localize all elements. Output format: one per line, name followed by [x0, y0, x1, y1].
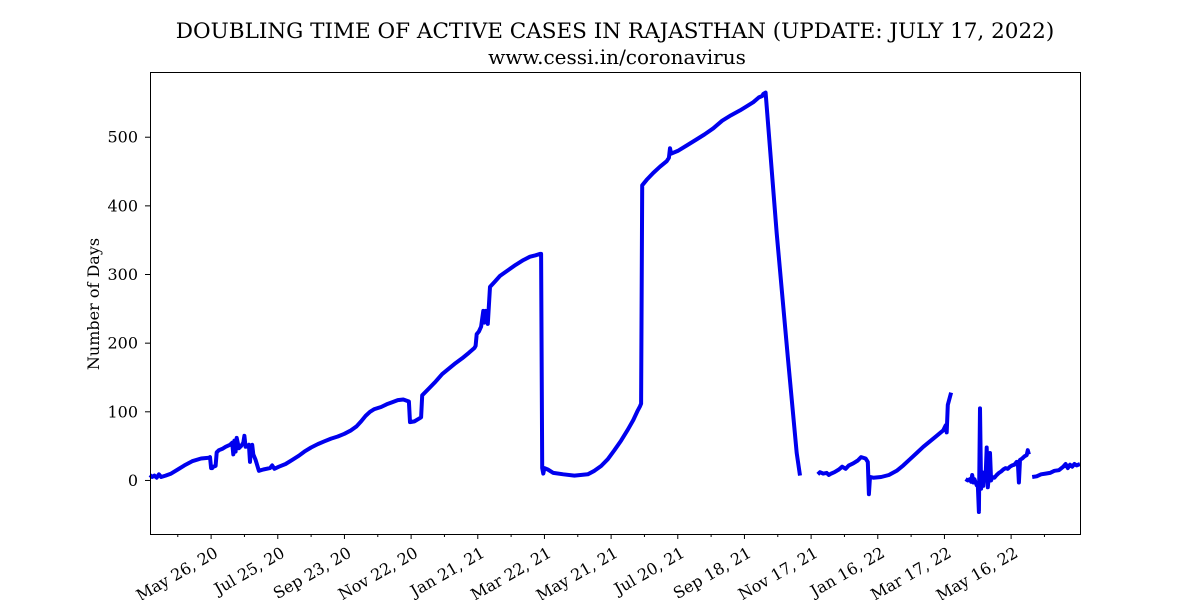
y-tick-label: 0 [128, 471, 138, 490]
y-tick-label: 300 [107, 265, 138, 284]
x-tick-label: May 26, 20 [133, 543, 221, 600]
series-line-segment [964, 406, 1031, 514]
series-line-segment [816, 392, 954, 497]
series-line-segment [148, 90, 802, 480]
plot-area [148, 90, 1081, 514]
chart-title: DOUBLING TIME OF ACTIVE CASES IN RAJASTH… [176, 19, 1054, 44]
chart-subtitle: www.cessi.in/coronavirus [488, 45, 746, 69]
series-line-segment [1031, 462, 1081, 479]
y-axis-label: Number of Days [84, 238, 103, 370]
y-tick-label: 200 [107, 334, 138, 353]
y-axis: 0 100 200 300 400 500 [107, 128, 150, 490]
plot-frame [150, 72, 1081, 535]
y-tick-label: 100 [107, 402, 138, 421]
y-tick-label: 400 [107, 196, 138, 215]
y-tick-label: 500 [107, 128, 138, 147]
